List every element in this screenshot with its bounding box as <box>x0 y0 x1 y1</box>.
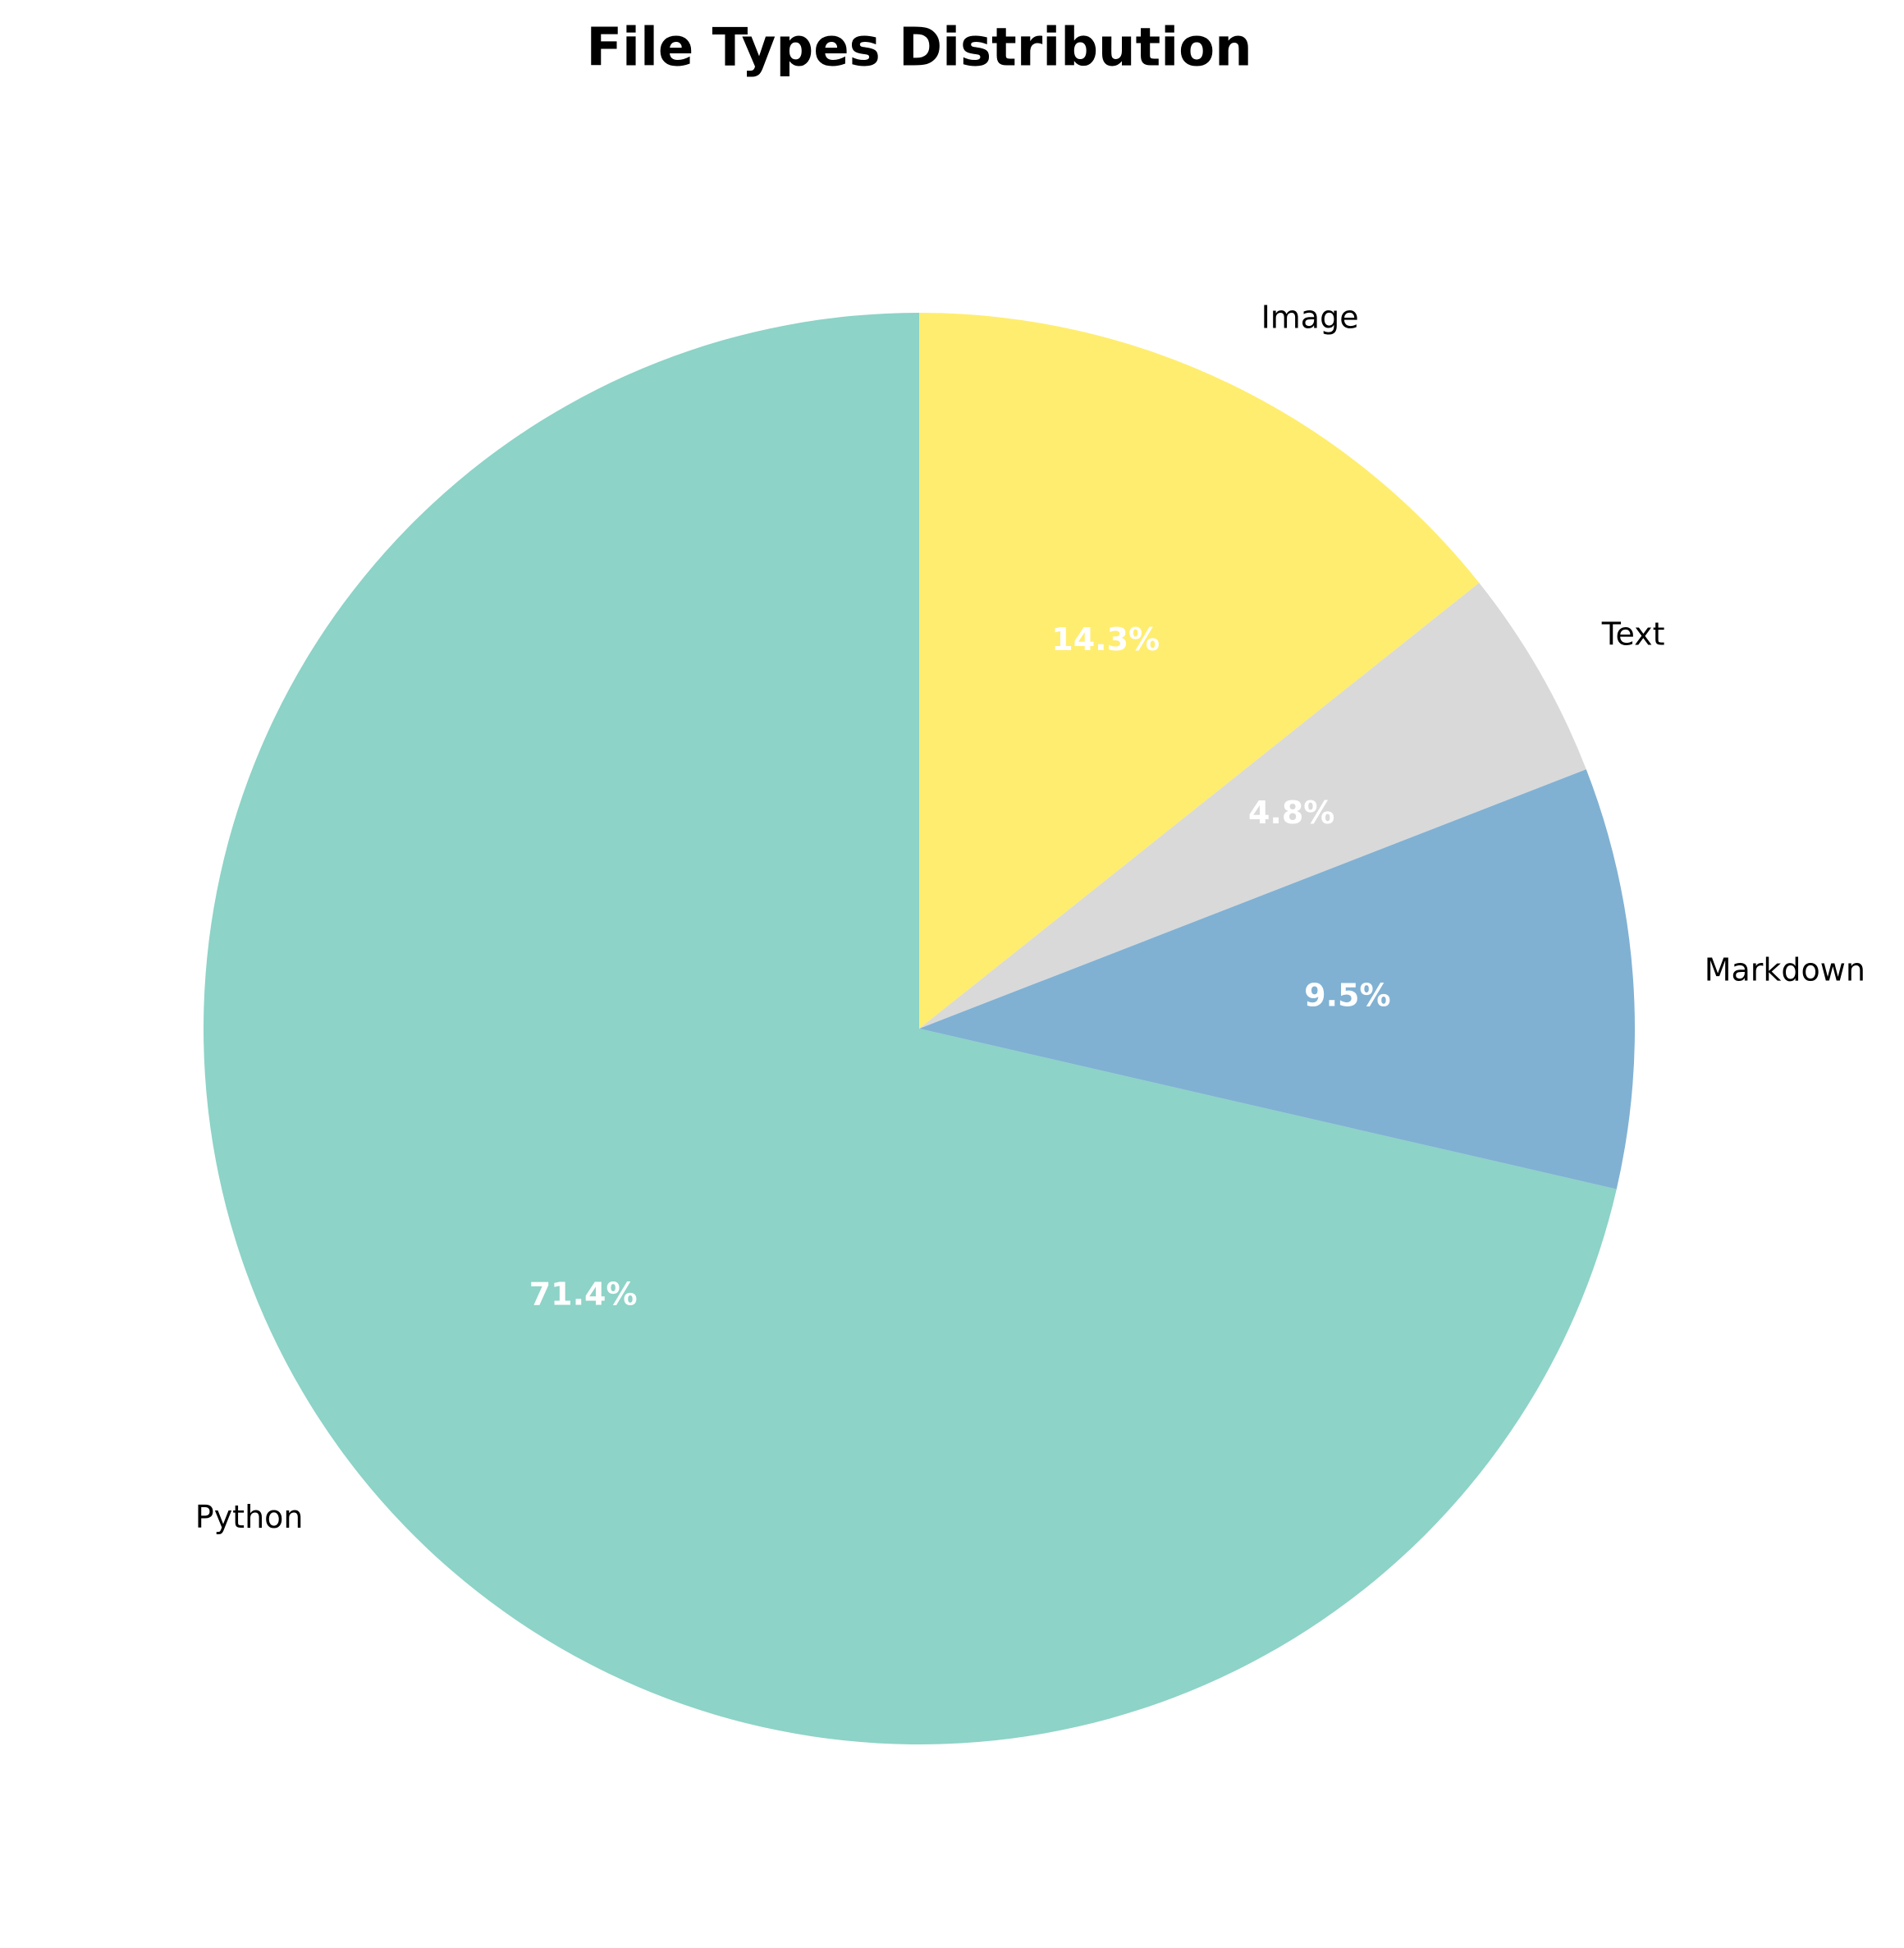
slice-label-python: Python <box>195 1499 304 1535</box>
pie-slice-python <box>203 313 1617 1744</box>
slice-percent-text: 4.8% <box>1248 795 1334 831</box>
pie-labels: Python 71.4% Markdown 9.5% Text 4.8% Image 14.3… <box>195 299 1865 1534</box>
slice-label-text: Text <box>1601 616 1665 653</box>
slice-percent-python: 71.4% <box>529 1276 638 1312</box>
pie-slice-image <box>919 313 1480 1029</box>
chart-title: File Types Distribution <box>586 18 1252 79</box>
slice-label-markdown: Markdown <box>1705 951 1865 988</box>
slice-percent-image: 14.3% <box>1051 621 1160 658</box>
pie-slice-markdown <box>919 769 1635 1189</box>
slice-percent-markdown: 9.5% <box>1304 978 1390 1014</box>
pie-slice-text <box>919 582 1586 1029</box>
pie-slices <box>203 313 1635 1744</box>
slice-label-image: Image <box>1261 299 1359 335</box>
